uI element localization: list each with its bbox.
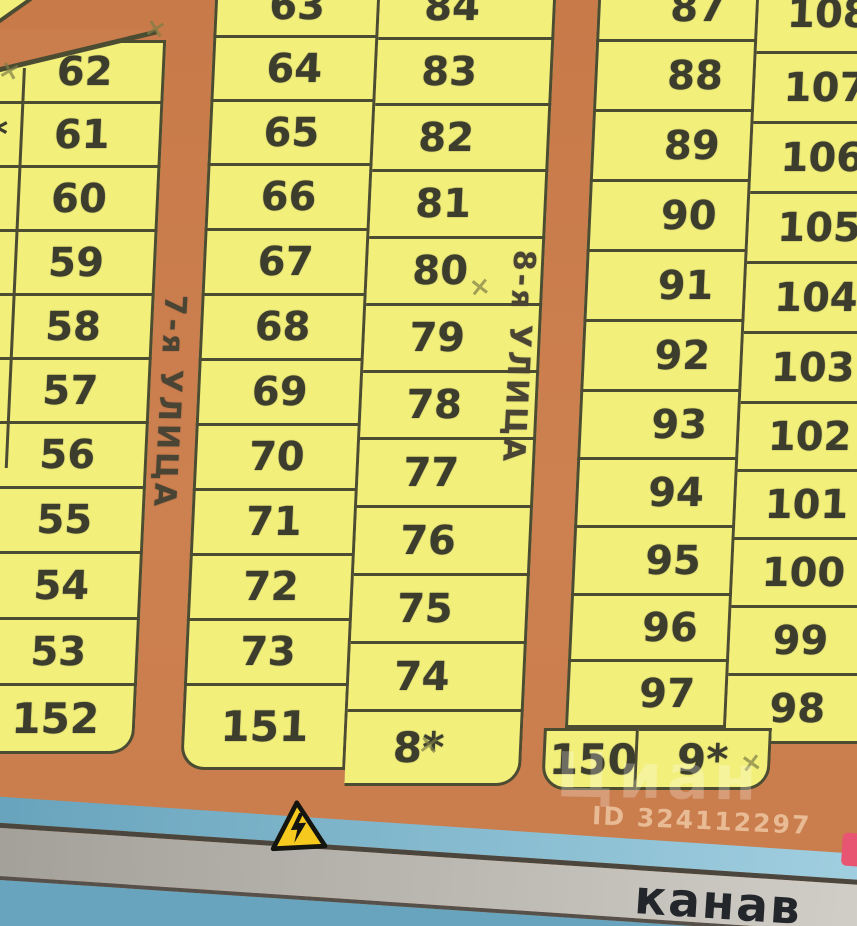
plot-cell: 95 — [570, 528, 736, 596]
plot-cell: 103 — [740, 334, 857, 404]
plot-cell: 56 — [0, 424, 149, 489]
plot-cell: 94 — [574, 460, 739, 528]
plot-cell: 81 — [369, 172, 549, 239]
plot-cell: 87 — [596, 0, 761, 42]
plot-cell: 63 — [213, 0, 382, 38]
plot-cell: 60 — [0, 168, 161, 232]
plot-cell: 101 — [734, 472, 857, 540]
survey-cross-mark: × — [467, 270, 493, 304]
plot-cell: 91 — [583, 252, 748, 322]
plot-cell: 55 — [0, 489, 146, 554]
plot-cell: 66 — [204, 166, 373, 231]
plot-cell: 54 — [0, 554, 143, 620]
plot-cell: 59 — [0, 232, 158, 296]
plot-cell: 64 — [210, 38, 379, 102]
plot-cell: 67 — [201, 231, 370, 296]
plot-cell: 76 — [353, 508, 533, 576]
survey-cross-mark: × — [416, 728, 443, 762]
plot-cell: 75 — [350, 576, 530, 644]
plot-cell: 97 — [564, 662, 729, 728]
plot-cell: 58 — [0, 296, 155, 360]
plot-cell: 65 — [207, 102, 376, 166]
plot-cell: 74 — [347, 644, 527, 712]
left-plot-column: 62 61 60 59 58 57 56 55 54 53 152 — [0, 40, 167, 754]
plot-cell: 82 — [372, 106, 552, 172]
plot-cell: 88 — [592, 42, 758, 112]
plot-cell: 92 — [580, 322, 745, 392]
plot-cell: 93 — [577, 392, 742, 460]
plot-cell: 152 — [0, 686, 137, 754]
plot-cell: 89 — [589, 112, 754, 182]
plot-cell: 71 — [189, 491, 358, 556]
plot-cell: 90 — [586, 182, 751, 252]
plot-cell: 100 — [731, 540, 857, 608]
plot-cell: 108 — [756, 0, 857, 54]
electrical-hazard-icon — [270, 800, 328, 852]
plot-cell: 69 — [195, 361, 364, 426]
plot-cell: 53 — [0, 620, 140, 686]
plot-cell: 102 — [737, 404, 857, 472]
plot-cell: 106 — [750, 124, 857, 194]
plot-cell: 70 — [192, 426, 361, 491]
plot-cell: 72 — [186, 556, 355, 621]
plot-cell: 57 — [0, 360, 152, 424]
plot-cell: 83 — [375, 40, 555, 106]
plot-cell: 99 — [728, 608, 857, 676]
right-plot-block: 87 88 89 90 91 92 93 94 95 96 97 108 107… — [541, 0, 857, 792]
plot-cell: 105 — [747, 194, 857, 264]
plot-cell: 61 — [0, 104, 164, 168]
plot-cell: 73 — [183, 621, 352, 686]
plot-cell: 151 — [180, 686, 349, 770]
left-plot-block: 62 61 60 59 58 57 56 55 54 53 152 * — [0, 29, 167, 760]
plot-cell: 68 — [198, 296, 367, 361]
plot-cell: 96 — [567, 596, 732, 662]
brand-logo-fragment — [840, 832, 857, 867]
plot-cell: 104 — [743, 264, 857, 334]
corner-plot-fragment — [0, 0, 34, 25]
plot-cell: 84 — [378, 0, 558, 40]
plot-cell: 107 — [753, 54, 857, 124]
